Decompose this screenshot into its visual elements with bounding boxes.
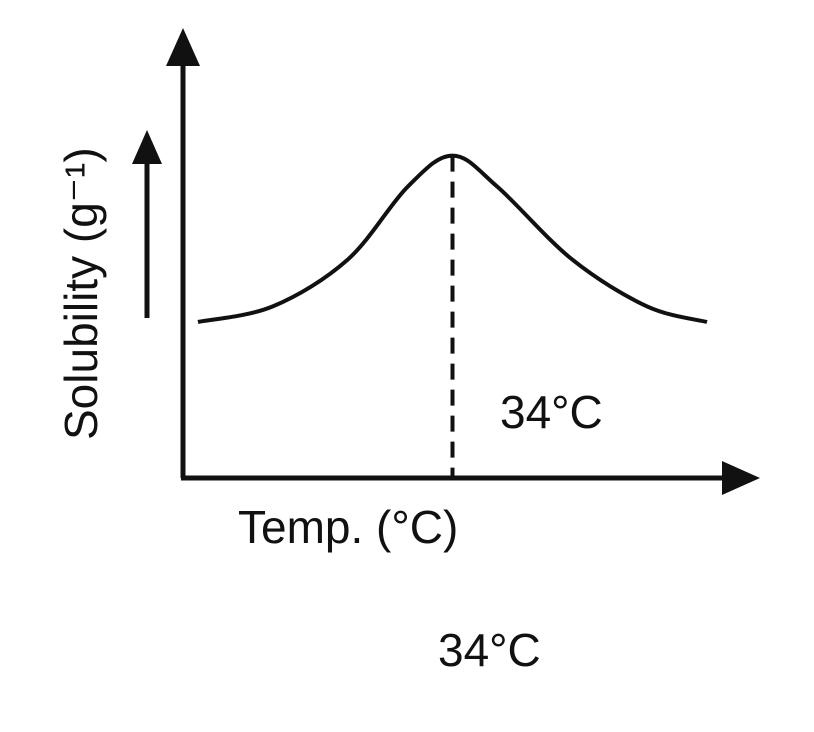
- peak-label: 34°C: [500, 386, 603, 438]
- y-axis-arrow: [166, 28, 200, 66]
- footer-label: 34°C: [438, 624, 541, 676]
- x-axis-arrow: [722, 461, 760, 495]
- y-axis-label: Solubility (g⁻¹): [55, 147, 107, 440]
- x-axis-label: Temp. (°C): [238, 501, 458, 553]
- ylabel-arrow-head: [132, 130, 162, 164]
